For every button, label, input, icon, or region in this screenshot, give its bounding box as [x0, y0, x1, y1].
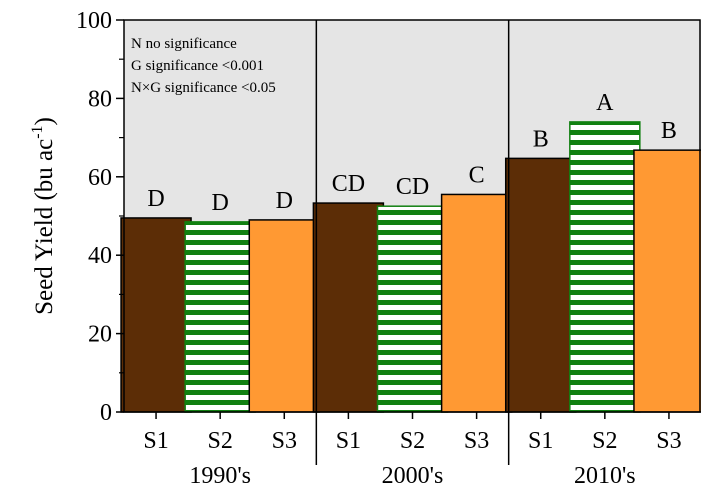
bar-s3-group-0 — [248, 219, 321, 413]
y-tick-label: 80 — [88, 86, 112, 112]
x-tick-label: S2 — [207, 428, 232, 454]
bar-s3-group-2 — [633, 149, 701, 413]
bar-s3-group-1 — [440, 193, 513, 413]
annotation-n: N no significance — [131, 36, 237, 52]
group-separators — [315, 20, 510, 465]
y-tick-label: 40 — [88, 243, 112, 269]
bar-s1-group-2 — [504, 157, 577, 413]
group-label: 1990's — [189, 463, 251, 489]
x-axis: S1 S2 S3 1990's S1 S2 S3 2000's S1 S2 S3 2010's — [143, 412, 682, 489]
bar-s2-group-1 — [376, 205, 449, 413]
significance-letter: D — [147, 186, 164, 212]
significance-notes: N no significance G significance <0.001 … — [131, 36, 276, 96]
group-label: 2000's — [382, 463, 444, 489]
significance-letter: C — [469, 162, 485, 188]
x-tick-label: S3 — [464, 428, 489, 454]
group-label: 2010's — [574, 463, 636, 489]
x-tick-label: S2 — [400, 428, 425, 454]
y-axis-title: Seed Yield (bu ac-1) — [29, 117, 58, 315]
annotation-nxg: N×G significance <0.05 — [131, 80, 276, 96]
bar-s1-group-0 — [120, 217, 192, 413]
x-tick-label: S1 — [336, 428, 361, 454]
significance-letter: B — [533, 126, 549, 152]
y-axis: 0 20 40 60 80 100 — [76, 8, 124, 426]
significance-letter: D — [276, 188, 293, 214]
significance-letter: D — [211, 190, 228, 216]
y-tick-label: 0 — [100, 400, 112, 426]
significance-letter: B — [661, 118, 677, 144]
significance-letters: D D D CD CD C B A B — [147, 90, 677, 216]
y-axis-title-main: Seed Yield (bu ac — [31, 139, 58, 315]
x-tick-label: S1 — [143, 428, 168, 454]
y-tick-label: 20 — [88, 322, 112, 348]
y-tick-label: 100 — [76, 8, 112, 34]
x-tick-label: S3 — [272, 428, 297, 454]
y-axis-title-superscript: -1 — [29, 125, 46, 138]
bars-layer — [120, 121, 701, 413]
bar-s2-group-0 — [184, 221, 256, 413]
bar-s2-group-2 — [569, 121, 641, 413]
annotation-g: G significance <0.001 — [131, 58, 264, 74]
significance-letter: CD — [396, 174, 429, 200]
significance-letter: CD — [332, 171, 365, 197]
significance-letter: A — [596, 90, 614, 116]
x-tick-label: S2 — [592, 428, 617, 454]
bar-s1-group-1 — [312, 202, 385, 413]
x-tick-label: S1 — [528, 428, 553, 454]
y-axis-title-close: ) — [31, 117, 58, 125]
y-tick-label: 60 — [88, 165, 112, 191]
x-tick-label: S3 — [656, 428, 681, 454]
